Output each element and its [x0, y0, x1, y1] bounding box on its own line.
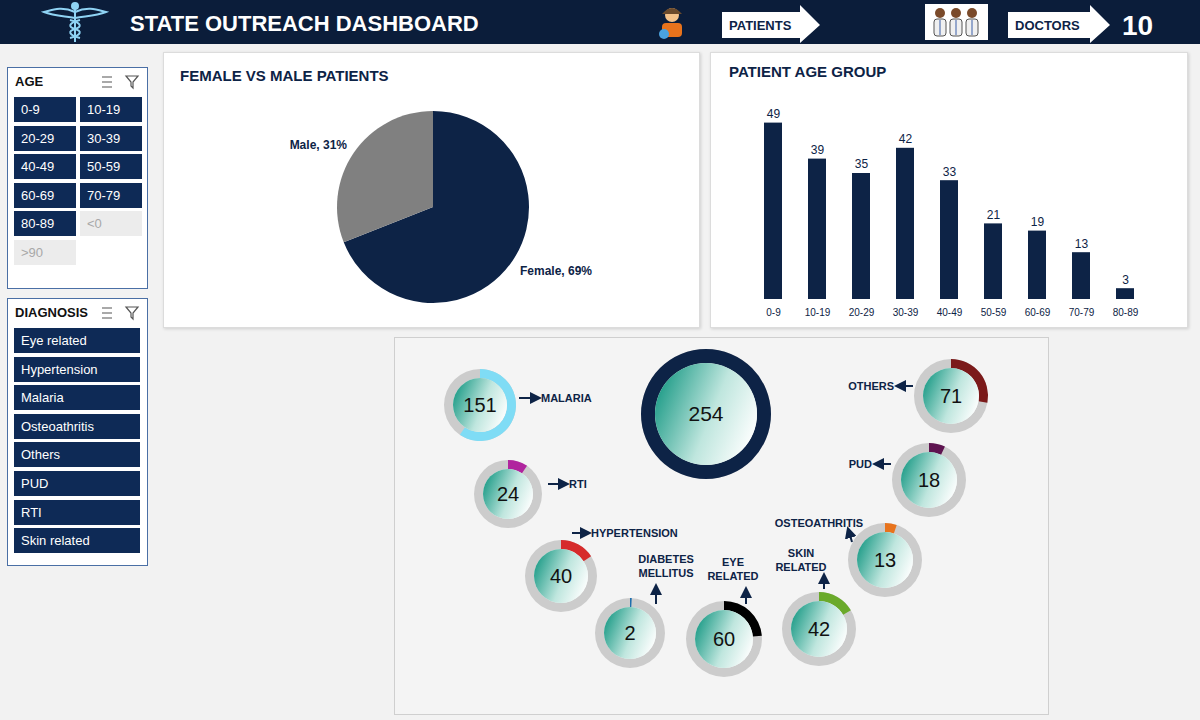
html-text:10-19: 10-19: [87, 102, 121, 117]
svg-text:OTHERS: OTHERS: [848, 380, 894, 392]
svg-text:40-49: 40-49: [937, 307, 963, 318]
svg-text:OSTEOATHRITIS: OSTEOATHRITIS: [775, 517, 863, 529]
html-text:20-29: 20-29: [21, 130, 55, 146]
svg-text:80-89: 80-89: [1113, 307, 1139, 318]
svg-text:18: 18: [918, 469, 940, 491]
svg-text:24: 24: [497, 483, 519, 505]
svg-text:10: 10: [1122, 10, 1153, 41]
html-text:Malaria: Malaria: [21, 390, 64, 406]
svg-text:151: 151: [463, 394, 496, 416]
svg-text:42: 42: [808, 618, 830, 640]
svg-text:STATE OUTREACH DASHBOARD: STATE OUTREACH DASHBOARD: [130, 11, 479, 36]
svg-text:70-79: 70-79: [1069, 307, 1095, 318]
html-text:80-89: 80-89: [21, 216, 55, 232]
svg-text:RTI: RTI: [569, 478, 587, 490]
html-text:50-59: 50-59: [87, 159, 121, 175]
html-text:Osteoathritis: Osteoathritis: [21, 418, 94, 434]
svg-text:0-9: 0-9: [766, 307, 781, 318]
svg-text:35: 35: [855, 157, 869, 171]
svg-text:DOCTORS: DOCTORS: [1015, 18, 1080, 33]
svg-text:PATIENTS: PATIENTS: [729, 18, 792, 33]
svg-text:71: 71: [940, 385, 962, 407]
svg-text:254: 254: [688, 402, 723, 425]
svg-text:13: 13: [874, 549, 896, 571]
svg-text:39: 39: [811, 143, 825, 157]
svg-text:42: 42: [899, 132, 913, 146]
svg-text:2: 2: [624, 622, 635, 644]
html-text:Hypertension: Hypertension: [21, 361, 98, 377]
html-text:PATIENT AGE GROUP: PATIENT AGE GROUP: [729, 63, 887, 80]
svg-text:Male, 31%: Male, 31%: [290, 138, 348, 152]
svg-text:SKINRELATED: SKINRELATED: [775, 547, 826, 573]
html-text:Skin related: Skin related: [21, 533, 90, 549]
svg-text:HYPERTENSION: HYPERTENSION: [591, 527, 678, 539]
html-text:70-79: 70-79: [87, 187, 121, 203]
html-text:<0: <0: [87, 216, 102, 232]
html-text:40-49: 40-49: [21, 159, 55, 175]
html-text:PUD: PUD: [21, 476, 49, 491]
html-text:Eye related: Eye related: [21, 333, 87, 348]
svg-text:60: 60: [713, 628, 735, 650]
svg-text:10-19: 10-19: [805, 307, 831, 318]
svg-text:20-29: 20-29: [849, 307, 875, 318]
html-text:0-9: 0-9: [21, 102, 40, 117]
html-text:Others: Others: [21, 447, 60, 463]
svg-text:33: 33: [943, 165, 957, 179]
html-text:FEMALE VS MALE PATIENTS: FEMALE VS MALE PATIENTS: [180, 67, 389, 84]
svg-text:19: 19: [1031, 215, 1045, 229]
svg-text:3: 3: [1122, 273, 1129, 287]
html-text:RTI: RTI: [21, 504, 42, 520]
svg-text:40: 40: [550, 565, 572, 587]
svg-text:50-59: 50-59: [981, 307, 1007, 318]
svg-text:DIABETESMELLITUS: DIABETESMELLITUS: [638, 553, 694, 579]
svg-text:49: 49: [767, 107, 781, 121]
html-text:30-39: 30-39: [87, 130, 121, 146]
svg-text:PUD: PUD: [849, 458, 872, 470]
svg-text:30-39: 30-39: [893, 307, 919, 318]
svg-text:21: 21: [987, 208, 1001, 222]
svg-text:MALARIA: MALARIA: [541, 392, 592, 404]
svg-text:EYERELATED: EYERELATED: [707, 556, 758, 582]
html-text:DIAGNOSIS: DIAGNOSIS: [15, 305, 88, 320]
svg-text:13: 13: [1075, 237, 1089, 251]
html-text:60-69: 60-69: [21, 187, 55, 203]
html-text:>90: >90: [21, 245, 44, 260]
svg-text:60-69: 60-69: [1025, 307, 1051, 318]
html-text:AGE: AGE: [15, 74, 44, 89]
svg-text:Female, 69%: Female, 69%: [520, 264, 592, 278]
